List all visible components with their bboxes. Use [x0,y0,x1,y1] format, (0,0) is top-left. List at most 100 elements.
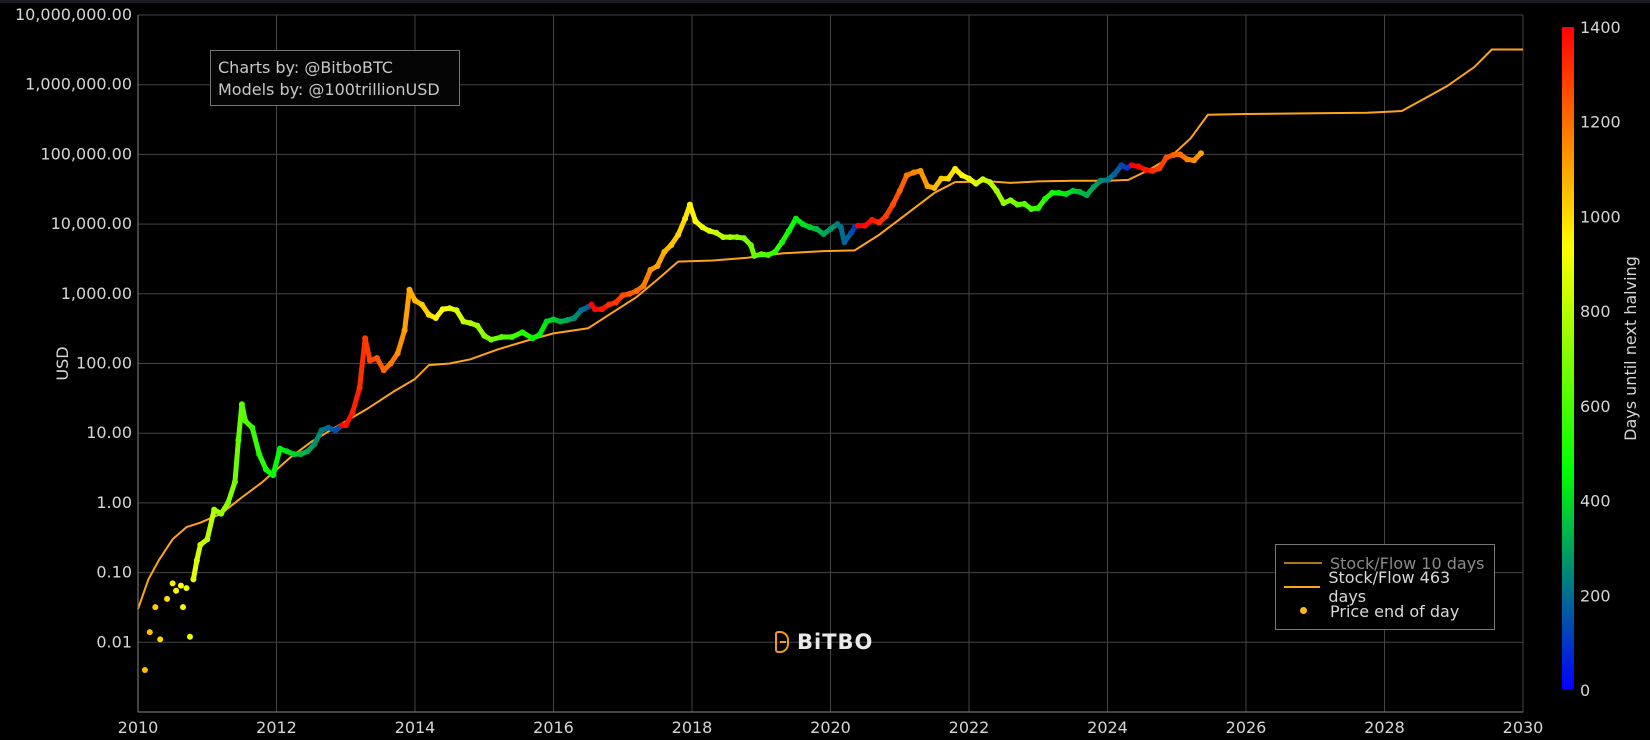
price-point [366,357,373,364]
price-point [986,179,993,186]
price-point [412,297,418,304]
price-point [640,282,647,289]
price-point [682,215,689,222]
price-point [1170,152,1177,159]
price-point [270,472,277,479]
price-point [720,234,727,241]
price-point [146,629,153,636]
price-point [654,263,661,270]
price-point [508,333,515,340]
price-point [231,478,238,485]
price-point [588,301,595,308]
x-tick-label: 2010 [118,718,159,737]
price-point [903,172,910,179]
price-point [256,451,263,458]
price-point [276,445,283,452]
price-point [190,576,197,583]
price-point [1097,177,1104,184]
legend-marker-swatch [1284,607,1322,614]
price-point [668,242,675,249]
legend-line-swatch [1284,586,1321,588]
price-point [152,604,159,611]
price-point [806,224,813,231]
price-point [889,201,896,208]
price-point [758,251,765,258]
price-point [765,252,772,259]
price-point [1069,187,1076,194]
price-point [536,331,543,338]
x-tick-label: 2018 [672,718,713,737]
price-segment [249,425,262,457]
price-point [972,180,979,187]
price-segment [357,335,368,391]
price-point [197,541,204,548]
price-point [387,360,394,367]
price-point [692,218,699,225]
price-point [218,510,225,517]
price-point [626,290,633,297]
price-point [311,440,318,447]
y-tick-label: 0.10 [96,563,132,582]
price-point [706,227,713,234]
price-point [180,604,187,611]
price-point [598,306,605,313]
price-point [931,184,938,191]
x-tick-label: 2016 [533,718,574,737]
price-point [401,327,408,334]
price-point [1000,200,1007,207]
price-point [529,335,536,342]
x-tick-label: 2030 [1503,718,1544,737]
price-point [1177,151,1184,158]
price-segment [190,557,200,582]
x-tick-label: 2026 [1226,718,1267,737]
price-point [453,307,460,314]
price-point [263,466,270,473]
line-layer [137,48,1523,610]
price-point [945,175,952,182]
x-tick-label: 2012 [256,718,297,737]
price-point [924,183,931,190]
y-tick-label: 10,000.00 [51,214,132,233]
price-point [543,318,550,325]
price-point [827,226,834,233]
colorbar-tick-label: 1400 [1580,18,1621,37]
price-point [592,306,599,313]
price-point [605,301,612,308]
price-point [799,221,806,228]
legend-item-sf10[interactable]: Stock/Flow 10 days [1284,551,1486,575]
legend-line-swatch [1284,562,1322,564]
colorbar-tick-label: 400 [1580,492,1611,511]
price-point [481,332,488,339]
price-point [550,316,557,323]
price-point [432,314,439,321]
y-tick-label: 0.01 [96,632,132,651]
price-point [1128,162,1135,169]
legend-item-price[interactable]: Price end of day [1284,599,1486,623]
price-point [235,436,242,443]
price-point [1184,156,1191,163]
price-point [820,231,827,238]
price-point [896,187,903,194]
price-point [157,636,164,643]
price-point [1149,167,1156,174]
price-point [979,176,986,183]
x-tick-label: 2020 [810,718,851,737]
marker-layer [141,150,1204,674]
top-border [0,0,1650,3]
y-tick-label: 1,000,000.00 [25,75,132,94]
price-point [318,427,325,434]
price-point [1062,191,1069,198]
price-point [304,448,311,455]
legend-item-sf463[interactable]: Stock/Flow 463 days [1284,568,1486,606]
price-point [917,167,924,174]
price-point [686,201,693,208]
price-point [186,633,193,640]
price-point [169,580,176,587]
price-point [675,231,682,238]
price-point [699,224,706,231]
price-point [290,451,297,458]
y-tick-label: 10.00 [86,423,132,442]
price-point [727,234,734,241]
price-point [869,216,876,223]
